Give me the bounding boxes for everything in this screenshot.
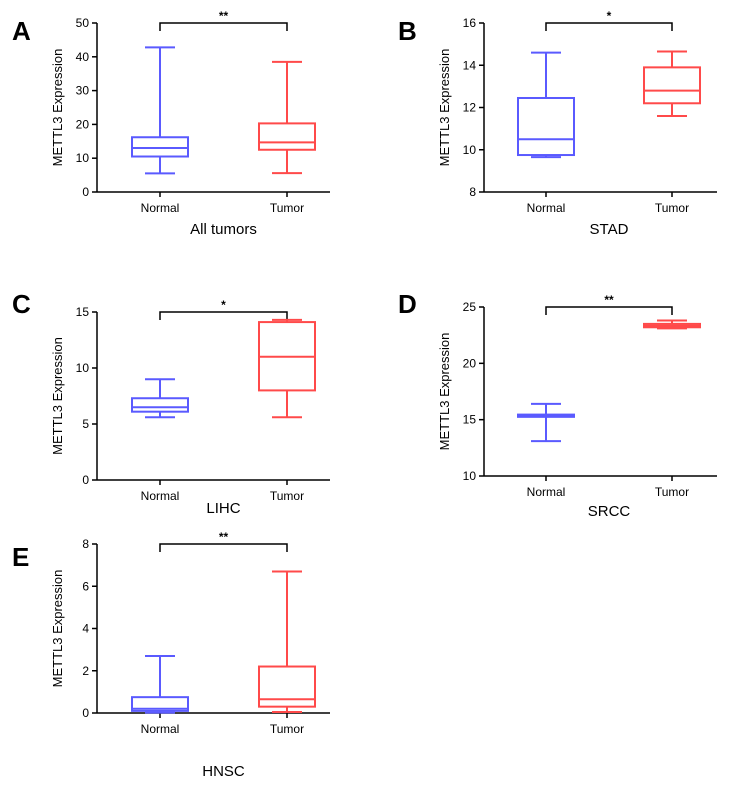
panel-title: STAD xyxy=(590,221,629,238)
iqr-box xyxy=(258,122,316,151)
panel-title: SRCC xyxy=(588,503,631,520)
panel-label: D xyxy=(398,289,417,319)
significance-label: ** xyxy=(219,530,229,544)
panel-label: B xyxy=(398,16,417,46)
x-tick-label: Tumor xyxy=(655,201,689,215)
significance-label: ** xyxy=(604,293,614,307)
y-axis-label: METTL3 Expression xyxy=(437,333,452,451)
box-normal xyxy=(517,402,575,443)
panel-label: C xyxy=(12,289,31,319)
significance-bracket xyxy=(545,22,673,31)
panel-title: LIHC xyxy=(206,500,240,517)
box-normal xyxy=(131,378,189,419)
box-normal xyxy=(131,654,189,714)
iqr-box xyxy=(131,136,189,158)
panel-label: E xyxy=(12,542,29,572)
significance-bracket xyxy=(159,22,288,31)
x-tick-label: Tumor xyxy=(270,489,304,503)
y-tick-label: 2 xyxy=(82,664,89,678)
x-tick-label: Normal xyxy=(527,485,566,499)
y-tick-label: 25 xyxy=(463,300,477,314)
x-tick-label: Tumor xyxy=(270,722,304,736)
panel-label: A xyxy=(12,16,31,46)
iqr-box xyxy=(131,696,189,712)
y-tick-label: 0 xyxy=(82,185,89,199)
y-tick-label: 6 xyxy=(82,579,89,593)
panel-d: D 10 15 20 25 METTL3 Expression Normal Tumor SRC… xyxy=(398,289,717,520)
iqr-box xyxy=(258,665,316,708)
y-tick-label: 14 xyxy=(463,58,477,72)
panel-e: E 0 2 4 6 8 METTL3 Expression Normal Tumor HNSC ** xyxy=(12,530,330,780)
y-tick-label: 12 xyxy=(463,101,477,115)
panel-c: C 0 5 10 15 METTL3 Expression Normal Tumor LIHC * xyxy=(12,289,330,517)
y-tick-label: 4 xyxy=(82,622,89,636)
panel-title: All tumors xyxy=(190,221,257,238)
box-tumor xyxy=(258,318,316,419)
y-tick-label: 16 xyxy=(463,16,477,30)
significance-bracket xyxy=(159,311,288,320)
y-tick-label: 15 xyxy=(76,305,90,319)
iqr-box xyxy=(131,397,189,413)
significance-label: * xyxy=(607,9,612,23)
box-tumor xyxy=(643,50,701,117)
y-tick-label: 20 xyxy=(76,117,90,131)
panel-title: HNSC xyxy=(202,763,245,780)
panel-b: B 8 10 12 14 16 METTL3 Expression Normal Tumor ST… xyxy=(398,9,717,238)
y-axis-label: METTL3 Expression xyxy=(437,49,452,167)
y-tick-label: 10 xyxy=(76,361,90,375)
x-tick-label: Tumor xyxy=(270,201,304,215)
y-tick-label: 30 xyxy=(76,84,90,98)
x-tick-label: Tumor xyxy=(655,485,689,499)
y-axis-label: METTL3 Expression xyxy=(50,337,65,455)
y-axis-label: METTL3 Expression xyxy=(50,570,65,688)
iqr-box xyxy=(643,66,701,105)
panel-a: A 0 10 20 30 40 50 METTL3 Expression Normal Tumor… xyxy=(12,9,330,238)
x-tick-label: Normal xyxy=(141,722,180,736)
significance-bracket xyxy=(545,306,673,315)
y-axis-label: METTL3 Expression xyxy=(50,49,65,167)
box-normal xyxy=(517,51,575,159)
y-tick-label: 20 xyxy=(463,356,477,370)
y-tick-label: 10 xyxy=(463,469,477,483)
significance-bracket xyxy=(159,543,288,552)
box-tumor xyxy=(258,60,316,175)
x-tick-label: Normal xyxy=(527,201,566,215)
y-tick-label: 10 xyxy=(463,143,477,157)
y-tick-label: 15 xyxy=(463,413,477,427)
y-tick-label: 10 xyxy=(76,151,90,165)
significance-label: ** xyxy=(219,9,229,23)
significance-label: * xyxy=(221,298,226,312)
x-tick-label: Normal xyxy=(141,201,180,215)
y-tick-label: 8 xyxy=(82,537,89,551)
iqr-box xyxy=(517,96,575,157)
y-tick-label: 5 xyxy=(82,417,89,431)
box-normal xyxy=(131,46,189,175)
y-tick-label: 50 xyxy=(76,16,90,30)
y-tick-label: 40 xyxy=(76,50,90,64)
box-tumor xyxy=(258,570,316,713)
box-tumor xyxy=(643,319,701,330)
y-tick-label: 0 xyxy=(82,706,89,720)
y-tick-label: 0 xyxy=(82,473,89,487)
y-tick-label: 8 xyxy=(469,185,476,199)
x-tick-label: Normal xyxy=(141,489,180,503)
